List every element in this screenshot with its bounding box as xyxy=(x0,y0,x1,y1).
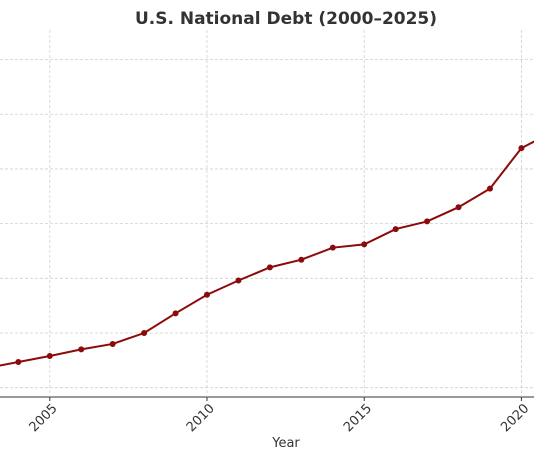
data-point xyxy=(424,218,431,225)
data-point xyxy=(455,204,462,211)
x-tick-label: 2005 xyxy=(27,401,61,435)
data-point xyxy=(298,256,305,263)
data-point xyxy=(235,277,242,284)
x-axis-label: Year xyxy=(271,436,300,451)
x-tick-label: 2010 xyxy=(184,401,218,435)
chart-title: U.S. National Debt (2000–2025) xyxy=(135,9,437,29)
data-point xyxy=(172,310,179,317)
data-point xyxy=(15,358,22,365)
x-tick-label: 2020 xyxy=(498,401,532,435)
data-point xyxy=(361,241,368,248)
debt-line xyxy=(0,140,534,367)
data-point xyxy=(486,185,493,192)
plot-area xyxy=(0,140,534,367)
data-point xyxy=(141,330,148,337)
data-point xyxy=(78,346,85,353)
data-point xyxy=(266,264,273,271)
data-point xyxy=(46,352,53,359)
x-tick-label: 2015 xyxy=(341,401,375,435)
data-point xyxy=(518,145,525,152)
data-point xyxy=(329,244,336,251)
data-point xyxy=(392,226,399,233)
data-point xyxy=(109,340,116,347)
data-point xyxy=(204,291,210,298)
